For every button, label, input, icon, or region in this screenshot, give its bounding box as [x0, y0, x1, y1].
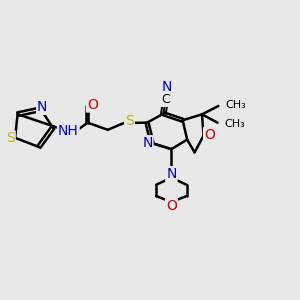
Text: N: N — [142, 136, 152, 150]
Text: N: N — [162, 80, 172, 94]
Text: O: O — [87, 98, 98, 112]
Text: CH₃: CH₃ — [224, 118, 245, 128]
Text: S: S — [125, 114, 134, 128]
Text: O: O — [204, 128, 215, 142]
Text: NH: NH — [58, 124, 79, 138]
Text: CH₃: CH₃ — [225, 100, 246, 110]
Text: C: C — [161, 93, 170, 106]
Text: N: N — [166, 167, 177, 181]
Text: S: S — [6, 131, 15, 146]
Text: O: O — [166, 199, 177, 213]
Text: N: N — [37, 100, 47, 114]
